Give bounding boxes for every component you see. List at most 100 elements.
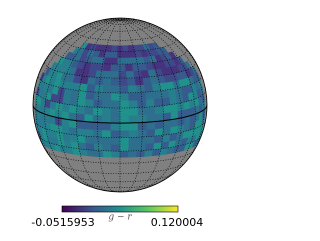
patch-cell <box>155 120 164 130</box>
patch-cell <box>119 130 130 138</box>
patch-cell <box>86 149 96 157</box>
patch-cell <box>128 107 139 116</box>
patch-cell <box>128 129 139 138</box>
patch-cell <box>110 130 121 138</box>
patch-cell <box>110 137 121 145</box>
patch-cell <box>127 150 138 158</box>
parallel <box>38 135 202 152</box>
parallel <box>44 60 196 79</box>
patch-cell <box>119 92 130 101</box>
meridian <box>119 18 130 21</box>
patch-cell <box>101 99 112 109</box>
equator <box>33 104 207 124</box>
colorbar-max-label: 0.120004 <box>151 216 204 229</box>
patch-cell <box>102 150 113 158</box>
patch-cell <box>95 63 105 71</box>
parallel <box>33 89 207 109</box>
patch-cell <box>101 136 112 145</box>
parallel <box>45 149 195 164</box>
patch-cell <box>128 143 138 152</box>
colorbar-min-label: -0.0515953 <box>31 216 94 229</box>
patch-cell <box>110 63 119 72</box>
patch-cell <box>153 134 164 144</box>
patch-cell <box>153 97 164 107</box>
patch-cell <box>145 135 156 144</box>
patch-cell <box>128 99 139 109</box>
patch-cell <box>84 128 94 137</box>
patch-cell <box>85 91 95 100</box>
patch-cell <box>84 106 94 115</box>
meridian <box>119 19 164 192</box>
patch-cell <box>85 142 95 151</box>
meridian <box>119 19 205 174</box>
patch-cell <box>61 103 70 113</box>
data-patch <box>34 42 206 158</box>
patch-cell <box>153 90 163 100</box>
patch-cell <box>154 105 164 115</box>
meridian <box>76 19 121 192</box>
patch-cell <box>119 144 130 152</box>
patch-cell <box>110 100 121 109</box>
patch-cell <box>84 113 94 123</box>
patch-cell <box>111 150 121 158</box>
patch-cell <box>161 96 171 106</box>
patch-cell <box>101 122 112 131</box>
patch-cell <box>68 126 78 136</box>
patch-cell <box>134 77 144 86</box>
patch-cell <box>117 63 126 72</box>
patch-cell <box>110 107 121 116</box>
parallel <box>104 18 136 25</box>
patch-cell <box>170 103 179 113</box>
patch-cell <box>104 50 112 58</box>
patch-cell <box>87 76 97 85</box>
patch-cell <box>101 129 112 138</box>
meridian <box>66 19 121 37</box>
patch-cell <box>126 77 136 86</box>
patch-cell <box>84 135 95 144</box>
patch-cell <box>146 106 156 115</box>
patch-cell <box>162 126 172 136</box>
patch-cell <box>119 122 130 131</box>
meridian <box>119 19 143 192</box>
patch-cell <box>93 143 104 151</box>
patch-cell <box>101 107 112 116</box>
patch-cell <box>119 137 130 145</box>
patch-cell <box>176 56 185 65</box>
patch-cell <box>119 77 128 86</box>
patch-cell <box>124 57 132 65</box>
parallel <box>63 36 177 52</box>
patch-cell <box>124 63 134 72</box>
patch-cell <box>118 70 127 79</box>
patch-cell <box>103 56 112 65</box>
patch-cell <box>127 84 138 94</box>
patch-cell <box>84 121 94 130</box>
patch-cell <box>84 98 95 108</box>
patch-cell <box>76 120 85 130</box>
patch-cell <box>110 144 121 152</box>
patch-cell <box>77 90 87 100</box>
meridian <box>97 19 121 192</box>
meridian <box>119 19 174 37</box>
patch-cell <box>137 136 147 145</box>
patch-cell <box>146 113 156 123</box>
patch-cell <box>145 142 155 151</box>
patch-cell <box>76 134 87 144</box>
patch-cell <box>128 92 138 101</box>
patch-cell <box>117 57 125 65</box>
meridian <box>35 19 121 174</box>
patch-cell <box>145 91 155 100</box>
graticule <box>33 18 207 192</box>
parallel <box>79 181 161 188</box>
patch-cell <box>119 150 129 158</box>
patch-cell <box>169 95 178 105</box>
meridian <box>58 19 121 191</box>
patch-cell <box>168 51 177 60</box>
chart: -0.0515953 0.120004 g − r <box>31 17 208 229</box>
sphere-outline <box>32 17 208 193</box>
patch-cell <box>110 77 120 86</box>
patch-cell <box>125 70 135 79</box>
colorbar-label: g − r <box>108 213 132 223</box>
patch-cell <box>102 84 113 94</box>
parallel <box>37 74 203 94</box>
patch-cell <box>94 77 104 86</box>
